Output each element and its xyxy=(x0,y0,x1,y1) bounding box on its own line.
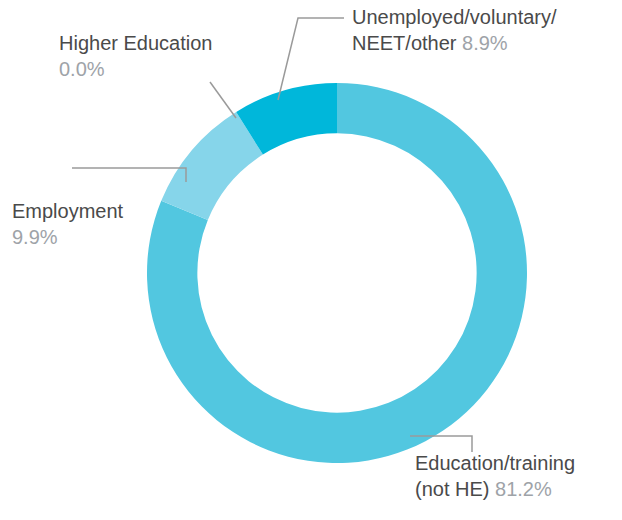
svg-text:Education/training(not HE) 81.: Education/training(not HE) 81.2% xyxy=(415,452,575,500)
svg-text:Employment9.9%: Employment9.9% xyxy=(12,200,124,248)
svg-text:Unemployed/voluntary/NEET/othe: Unemployed/voluntary/NEET/other 8.9% xyxy=(352,6,557,54)
svg-text:Higher Education0.0%: Higher Education0.0% xyxy=(59,32,212,80)
